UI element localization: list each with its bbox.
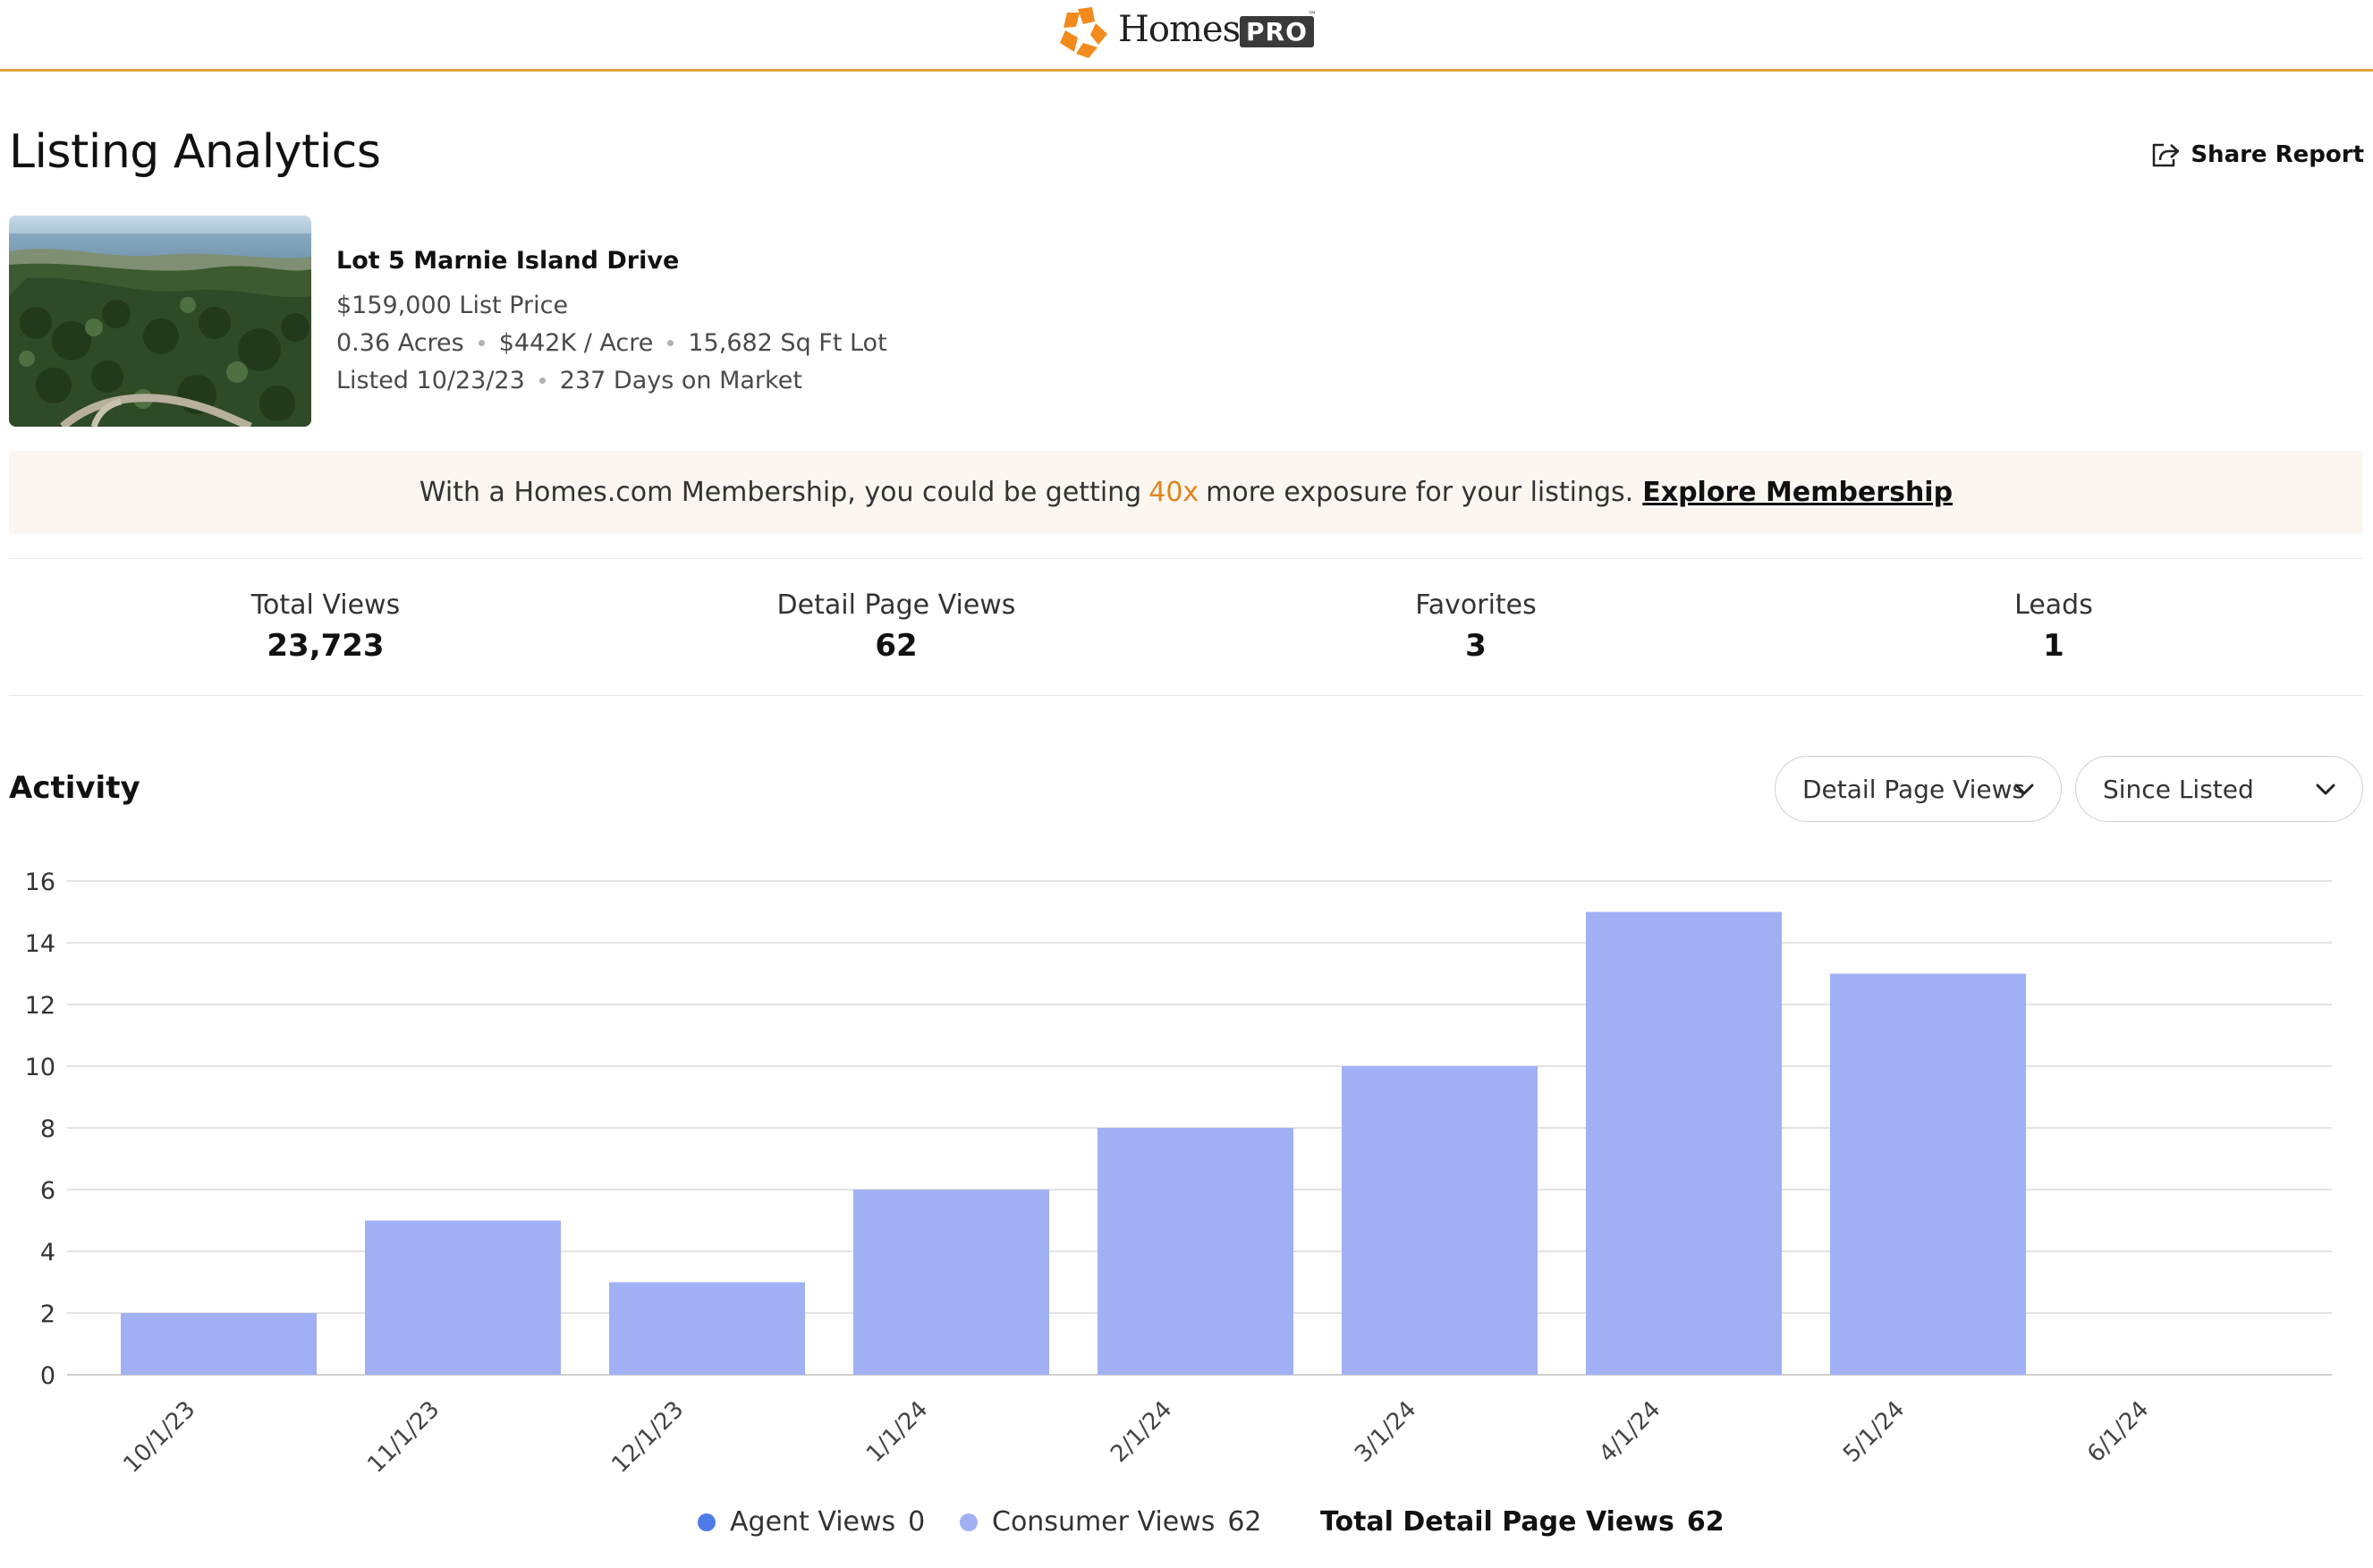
listing-info: Lot 5 Marnie Island Drive $159,000 List …	[336, 247, 887, 399]
y-tick-label: 2	[40, 1301, 55, 1328]
x-tick-label: 10/1/23	[118, 1396, 200, 1479]
bar	[121, 1313, 317, 1375]
x-tick-label: 12/1/23	[606, 1396, 689, 1479]
bar	[1830, 973, 2026, 1375]
y-tick-label: 10	[25, 1054, 55, 1081]
bar	[1098, 1128, 1293, 1375]
legend-total-value: 62	[1686, 1506, 1725, 1538]
y-tick-label: 12	[25, 992, 55, 1020]
agent-views-dot	[698, 1513, 716, 1531]
legend-consumer-views[interactable]: Consumer Views 62	[960, 1506, 1262, 1538]
legend-agent-views[interactable]: Agent Views 0	[698, 1506, 925, 1538]
bar	[365, 1220, 561, 1375]
bar	[1342, 1066, 1538, 1375]
legend-total-label: Total Detail Page Views	[1320, 1506, 1674, 1538]
listing-price-per-acre: $442K / Acre	[498, 328, 654, 357]
chevron-down-icon	[2316, 784, 2335, 795]
banner-highlight: 40x	[1148, 477, 1199, 508]
logo-mark-icon	[1060, 7, 1107, 58]
stat-value: 23,723	[267, 628, 385, 664]
y-tick-label: 8	[40, 1115, 55, 1143]
x-tick-label: 11/1/23	[362, 1396, 445, 1479]
share-icon	[2153, 143, 2180, 167]
bar	[853, 1190, 1049, 1375]
stat-label: Detail Page Views	[776, 589, 1016, 621]
separator-dot	[478, 339, 485, 346]
y-tick-label: 0	[40, 1362, 55, 1390]
stat-total-views: Total Views 23,723	[147, 589, 504, 664]
bar	[1586, 911, 1782, 1375]
x-tick-label: 1/1/24	[861, 1396, 933, 1468]
y-tick-label: 4	[40, 1239, 55, 1267]
legend-consumer-value: 62	[1227, 1506, 1262, 1538]
explore-membership-link[interactable]: Explore Membership	[1642, 477, 1953, 508]
date-range-select-value: Since Listed	[2103, 774, 2254, 804]
date-range-select[interactable]: Since Listed	[2075, 756, 2363, 822]
x-tick-label: 6/1/24	[2082, 1396, 2154, 1468]
banner-prefix: With a Homes.com Membership, you could b…	[419, 477, 1142, 508]
stat-leads: Leads 1	[1875, 589, 2233, 664]
listing-price-line: $159,000 List Price	[336, 286, 887, 324]
listing-address[interactable]: Lot 5 Marnie Island Drive	[336, 247, 680, 275]
legend-total: Total Detail Page Views 62	[1320, 1506, 1725, 1538]
stat-label: Favorites	[1415, 589, 1537, 621]
y-tick-label: 6	[40, 1177, 55, 1205]
legend-consumer-label: Consumer Views	[992, 1506, 1216, 1538]
listing-dates-line: Listed 10/23/23 237 Days on Market	[336, 361, 887, 399]
stat-label: Total Views	[250, 589, 401, 621]
aerial-landscape-image	[9, 216, 311, 427]
membership-banner: With a Homes.com Membership, you could b…	[9, 451, 2363, 534]
homes-pro-logo[interactable]: Homes PRO ™	[1054, 2, 1322, 61]
chevron-down-icon	[2014, 784, 2034, 795]
y-tick-label: 14	[25, 930, 55, 958]
bar	[609, 1282, 805, 1375]
stat-label: Leads	[2014, 589, 2093, 621]
separator-dot	[538, 377, 546, 384]
metric-select-value: Detail Page Views	[1802, 774, 2026, 804]
separator-dot	[667, 339, 674, 346]
activity-heading: Activity	[9, 770, 140, 806]
share-report-label: Share Report	[2191, 141, 2364, 168]
x-tick-label: 4/1/24	[1594, 1396, 1665, 1468]
logo-trademark: ™	[1308, 11, 1317, 21]
stat-favorites: Favorites 3	[1297, 589, 1655, 664]
chart-legend: Agent Views 0 Consumer Views 62 Total De…	[0, 1506, 2373, 1542]
listing-acres: 0.36 Acres	[336, 328, 464, 357]
activity-bar-chart: 0 2 4 6 8 10 12 14 16 10/1/23 11/1/23 12/1/23 1/1/24…	[25, 869, 2332, 1479]
x-tick-label: 2/1/24	[1106, 1396, 1177, 1468]
stat-value: 3	[1465, 628, 1487, 664]
stat-value: 1	[2043, 628, 2064, 664]
banner-suffix: more exposure for your listings.	[1206, 477, 1634, 508]
stats-summary: Total Views 23,723 Detail Page Views 62 …	[9, 558, 2363, 696]
x-tick-label: 5/1/24	[1838, 1396, 1910, 1468]
listing-lot-size: 15,682 Sq Ft Lot	[688, 328, 887, 357]
listing-size-line: 0.36 Acres $442K / Acre 15,682 Sq Ft Lot	[336, 324, 887, 361]
top-header: Homes PRO ™	[0, 0, 2373, 72]
consumer-views-dot	[960, 1513, 978, 1531]
stat-detail-page-views: Detail Page Views 62	[717, 589, 1075, 664]
listing-days-on-market: 237 Days on Market	[559, 366, 802, 394]
stat-value: 62	[875, 628, 918, 664]
share-report-button[interactable]: Share Report	[2151, 141, 2364, 168]
listing-price: $159,000 List Price	[336, 291, 569, 319]
metric-select[interactable]: Detail Page Views	[1775, 756, 2062, 822]
logo-pro-badge: PRO	[1240, 16, 1314, 47]
y-tick-label: 16	[25, 869, 55, 896]
page-title: Listing Analytics	[9, 125, 381, 179]
logo-wordmark: Homes	[1118, 9, 1241, 50]
listing-date: Listed 10/23/23	[336, 366, 525, 394]
legend-agent-label: Agent Views	[730, 1506, 896, 1538]
listing-photo[interactable]	[9, 216, 311, 427]
legend-agent-value: 0	[908, 1506, 926, 1538]
x-tick-label: 3/1/24	[1350, 1396, 1421, 1468]
